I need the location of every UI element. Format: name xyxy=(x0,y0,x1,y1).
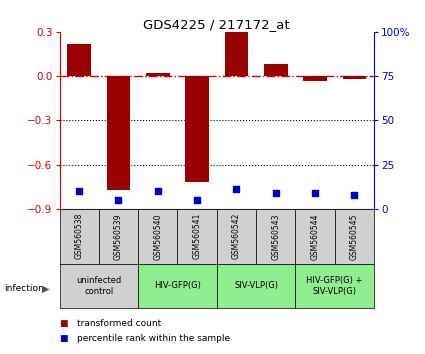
Bar xyxy=(146,73,170,76)
Text: ▶: ▶ xyxy=(42,284,49,293)
Text: transformed count: transformed count xyxy=(76,319,161,329)
Bar xyxy=(264,64,287,76)
Text: GSM560545: GSM560545 xyxy=(350,213,359,259)
Text: SIV-VLP(G): SIV-VLP(G) xyxy=(234,281,278,290)
Text: GSM560538: GSM560538 xyxy=(75,213,84,259)
Bar xyxy=(60,209,99,264)
Bar xyxy=(107,76,130,190)
Text: infection: infection xyxy=(4,284,44,293)
Bar xyxy=(99,209,138,264)
Text: GSM560540: GSM560540 xyxy=(153,213,162,259)
Bar xyxy=(67,44,91,76)
Point xyxy=(115,197,122,203)
Text: GSM560543: GSM560543 xyxy=(271,213,280,259)
Point xyxy=(272,190,279,196)
Point xyxy=(351,192,358,198)
Text: HIV-GFP(G) +
SIV-VLP(G): HIV-GFP(G) + SIV-VLP(G) xyxy=(306,276,363,296)
Bar xyxy=(138,264,217,308)
Bar xyxy=(335,209,374,264)
Text: ■: ■ xyxy=(60,333,68,343)
Text: uninfected
control: uninfected control xyxy=(76,276,122,296)
Text: percentile rank within the sample: percentile rank within the sample xyxy=(76,333,230,343)
Bar xyxy=(224,32,248,76)
Bar xyxy=(217,264,295,308)
Text: GSM560539: GSM560539 xyxy=(114,213,123,259)
Bar xyxy=(303,76,327,81)
Text: GSM560544: GSM560544 xyxy=(311,213,320,259)
Point xyxy=(154,188,161,194)
Point xyxy=(194,197,201,203)
Point xyxy=(312,190,318,196)
Text: HIV-GFP(G): HIV-GFP(G) xyxy=(154,281,201,290)
Bar xyxy=(343,76,366,79)
Text: ■: ■ xyxy=(60,319,68,329)
Point xyxy=(76,188,82,194)
Bar xyxy=(295,264,374,308)
Title: GDS4225 / 217172_at: GDS4225 / 217172_at xyxy=(143,18,290,31)
Bar xyxy=(185,76,209,182)
Bar xyxy=(295,209,335,264)
Bar xyxy=(217,209,256,264)
Bar xyxy=(138,209,178,264)
Text: GSM560541: GSM560541 xyxy=(193,213,201,259)
Bar xyxy=(178,209,217,264)
Bar xyxy=(60,264,138,308)
Bar xyxy=(256,209,295,264)
Text: GSM560542: GSM560542 xyxy=(232,213,241,259)
Point xyxy=(233,187,240,192)
